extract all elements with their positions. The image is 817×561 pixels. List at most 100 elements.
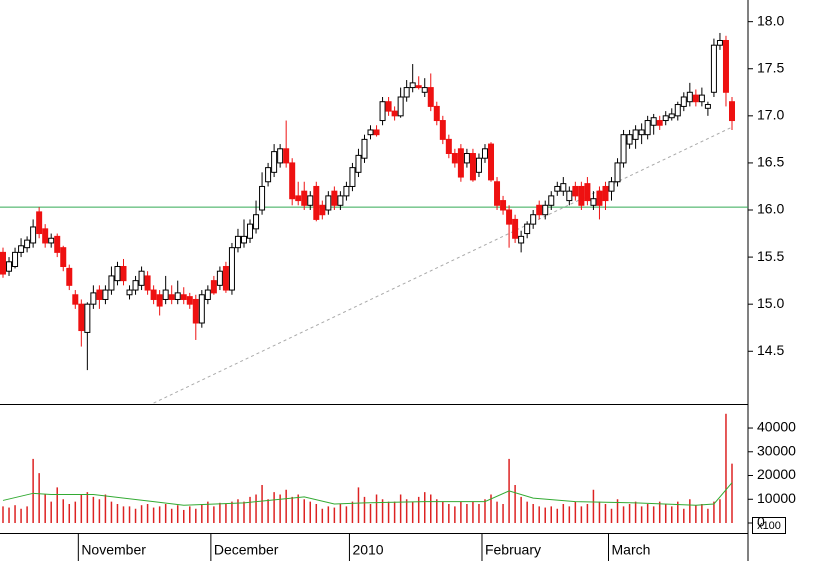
candle-body — [385, 101, 392, 112]
x-tick-label: February — [485, 542, 541, 558]
candle-body — [66, 267, 73, 286]
candle-body — [186, 296, 193, 305]
candle-body — [644, 120, 651, 136]
candle-body — [451, 153, 458, 164]
candle-body — [626, 134, 633, 145]
candle-body — [614, 162, 621, 183]
candle-body — [415, 85, 422, 89]
candle-body — [662, 115, 669, 122]
candle-body — [247, 223, 254, 239]
candle-body — [542, 204, 549, 216]
candle-body — [373, 129, 380, 136]
candle-body — [102, 289, 109, 300]
candle-body — [132, 280, 139, 291]
candle-body — [60, 247, 67, 268]
candle-body — [12, 251, 19, 268]
candle-body — [289, 162, 296, 200]
candle-body — [30, 226, 37, 244]
candle-body — [457, 148, 464, 178]
candle-body — [0, 251, 6, 275]
candle-body — [42, 228, 49, 244]
unit-box — [752, 517, 786, 534]
candle-body — [325, 195, 332, 211]
candle-body — [704, 104, 711, 109]
candle-body — [78, 303, 85, 332]
candle-body — [114, 266, 121, 282]
candle-body — [560, 183, 567, 192]
unit-label: x100 — [757, 520, 781, 532]
candle-body — [48, 237, 55, 244]
candle-body — [331, 190, 338, 206]
candle-body — [301, 190, 308, 206]
candle-body — [620, 134, 627, 164]
candle-body — [24, 239, 31, 249]
candle-body — [253, 214, 260, 230]
candle-body — [120, 266, 127, 282]
candle-body — [222, 266, 229, 291]
candle-body — [18, 245, 25, 253]
x-tick-label: November — [81, 542, 146, 558]
y-tick-label: 18.0 — [757, 12, 784, 28]
x-tick-label: 2010 — [352, 542, 383, 558]
candle-body — [680, 96, 687, 107]
candle-body — [90, 292, 97, 305]
candle-body — [530, 214, 537, 225]
candle-body — [554, 185, 561, 192]
x-tick-label: December — [214, 542, 279, 558]
candle-body — [108, 275, 115, 291]
candle-body — [656, 120, 663, 126]
candle-body — [686, 91, 693, 103]
candle-body — [361, 138, 368, 159]
y-tick-label: 17.0 — [757, 107, 784, 123]
y-tick-label: 16.0 — [757, 201, 784, 217]
candle-body — [307, 195, 314, 206]
candle-body — [421, 87, 428, 93]
candle-body — [481, 148, 488, 159]
candle-body — [548, 195, 555, 206]
candle-body — [722, 39, 729, 93]
candle-body — [632, 129, 639, 140]
candle-body — [198, 294, 205, 324]
candle-body — [602, 185, 609, 202]
candle-body — [277, 148, 284, 164]
candle-body — [174, 292, 181, 300]
candle-body — [692, 94, 699, 103]
candle-body — [729, 101, 735, 122]
y-tick-label: 20000 — [757, 466, 796, 482]
candle-body — [524, 223, 531, 235]
candle-body — [494, 181, 501, 206]
candle-body — [72, 294, 79, 305]
candle-body — [349, 167, 356, 187]
candle-body — [234, 235, 241, 249]
candle-body — [96, 289, 103, 300]
candle-body — [596, 190, 603, 206]
candle-body — [590, 198, 597, 206]
candle-body — [156, 294, 163, 307]
candle-body — [168, 294, 175, 300]
candle-body — [710, 44, 717, 93]
candle-body — [506, 209, 513, 225]
candle-body — [518, 235, 525, 244]
candle-body — [265, 167, 272, 183]
candle-body — [475, 157, 482, 173]
candle-body — [337, 195, 344, 206]
candle-body — [397, 96, 404, 117]
candle-body — [584, 183, 591, 202]
y-tick-label: 15.0 — [757, 295, 784, 311]
candle-body — [445, 138, 452, 155]
candle-body — [180, 294, 187, 300]
y-tick-label: 15.5 — [757, 248, 784, 264]
candle-body — [439, 120, 446, 140]
candle-body — [84, 303, 91, 333]
candle-body — [319, 204, 326, 216]
candle-body — [216, 270, 223, 286]
candle-body — [36, 211, 43, 235]
candle-body — [144, 275, 151, 291]
candle-body — [343, 185, 350, 197]
candle-body — [295, 195, 302, 202]
candle-body — [240, 235, 247, 244]
candle-body — [259, 185, 266, 211]
candle-body — [54, 235, 61, 253]
candle-body — [488, 143, 495, 181]
